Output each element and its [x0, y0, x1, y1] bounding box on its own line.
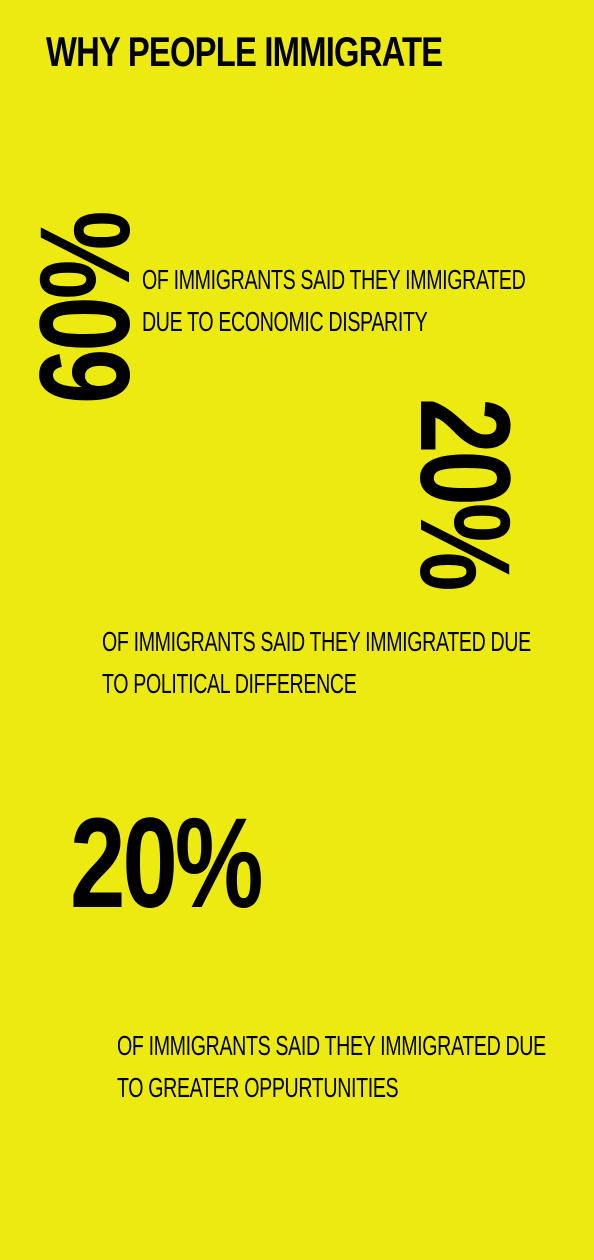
stat-political-value: 20% [393, 398, 536, 589]
stat-political-line-1: OF IMMIGRANTS SAID THEY IMMIGRATED DUE [102, 626, 531, 657]
stat-political-description: OF IMMIGRANTS SAID THEY IMMIGRATED DUE T… [102, 621, 531, 705]
stat-opportunity-description: OF IMMIGRANTS SAID THEY IMMIGRATED DUE T… [117, 1025, 546, 1109]
stat-political-line-2: TO POLITICAL DIFFERENCE [102, 668, 357, 699]
page-title: WHY PEOPLE IMMIGRATE [46, 28, 443, 75]
stat-opportunity-line-1: OF IMMIGRANTS SAID THEY IMMIGRATED DUE [117, 1030, 546, 1061]
stat-opportunity-line-2: TO GREATER OPPURTUNITIES [117, 1072, 399, 1103]
stat-economic-value: 60% [14, 213, 157, 404]
stat-economic-line-1: OF IMMIGRANTS SAID THEY IMMIGRATED [142, 264, 526, 295]
stat-opportunity-value: 20% [70, 792, 264, 935]
stat-economic-description: OF IMMIGRANTS SAID THEY IMMIGRATED DUE T… [142, 259, 526, 343]
stat-economic-line-2: DUE TO ECONOMIC DISPARITY [142, 306, 428, 337]
